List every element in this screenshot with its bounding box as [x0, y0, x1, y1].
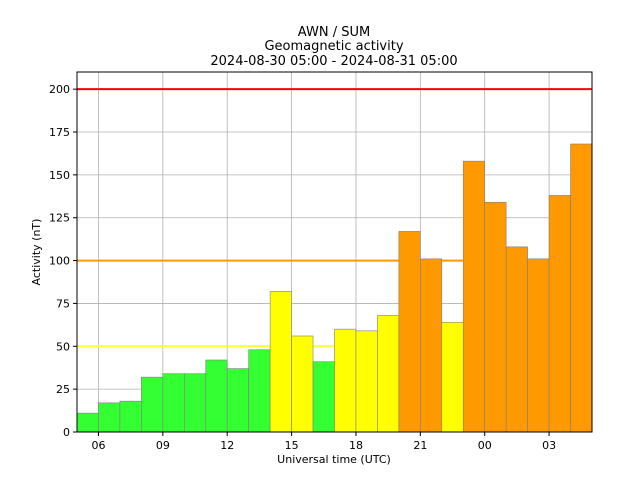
y-tick-label: 100	[49, 255, 70, 268]
activity-bar	[291, 335, 314, 433]
y-tick-label: 125	[49, 212, 70, 225]
bars-layer	[76, 143, 593, 433]
x-axis-ticks: 06 09 12 15 18 21 00 03	[91, 432, 556, 452]
x-tick-label: 21	[413, 439, 427, 452]
activity-bar	[377, 315, 400, 433]
y-tick-label: 75	[56, 297, 70, 310]
x-axis-label: Universal time (UTC)	[277, 453, 391, 466]
y-axis-ticks: 0 25 50 75 100 125 150 175 200	[49, 83, 77, 439]
activity-bar	[98, 402, 121, 433]
chart-title-line-1: AWN / SUM	[298, 25, 370, 40]
x-tick-label: 18	[349, 439, 363, 452]
activity-bar	[398, 231, 421, 433]
activity-bar	[119, 400, 142, 433]
chart-title-line-2: Geomagnetic activity	[264, 39, 403, 54]
activity-bar	[548, 195, 571, 433]
activity-bar	[355, 330, 378, 433]
x-tick-label: 15	[285, 439, 299, 452]
y-tick-label: 150	[49, 169, 70, 182]
y-tick-label: 25	[56, 383, 70, 396]
x-tick-label: 06	[91, 439, 105, 452]
activity-bar	[269, 291, 292, 433]
y-tick-label: 175	[49, 126, 70, 139]
activity-bar	[226, 368, 249, 433]
x-tick-label: 03	[542, 439, 556, 452]
activity-bar	[205, 359, 228, 433]
y-axis-label: Activity (nT)	[30, 219, 43, 286]
activity-bar	[162, 373, 185, 433]
y-tick-label: 50	[56, 340, 70, 353]
activity-bar	[183, 373, 207, 433]
activity-bar	[141, 376, 164, 433]
x-tick-label: 12	[220, 439, 234, 452]
x-tick-label: 00	[478, 439, 492, 452]
activity-bar	[420, 258, 443, 433]
activity-bar	[484, 201, 507, 433]
activity-bar	[76, 412, 99, 433]
y-tick-label: 0	[63, 426, 70, 439]
activity-bar	[505, 246, 528, 433]
plot-frame	[76, 71, 593, 433]
activity-bar	[462, 160, 486, 433]
chart-title-line-3: 2024-08-30 05:00 - 2024-08-31 05:00	[210, 54, 457, 69]
activity-bar	[527, 258, 550, 433]
activity-bar	[570, 143, 593, 433]
activity-bar	[441, 321, 464, 433]
activity-bar	[312, 361, 335, 433]
x-tick-label: 09	[156, 439, 170, 452]
activity-bar	[248, 349, 271, 433]
y-tick-label: 200	[49, 83, 70, 96]
activity-bar	[334, 328, 357, 433]
